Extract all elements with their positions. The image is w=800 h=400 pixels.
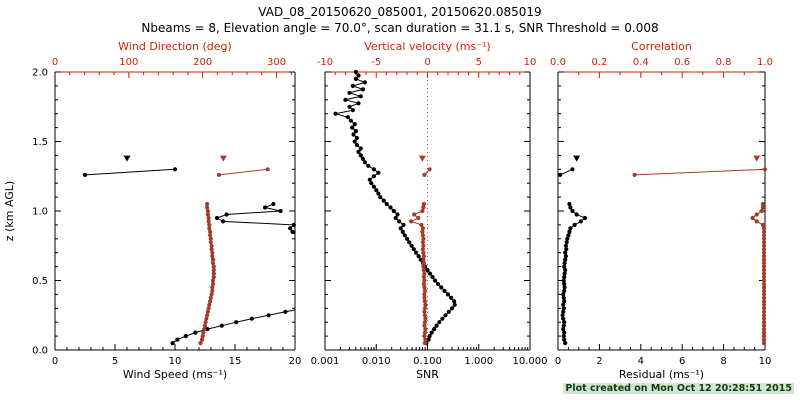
vertical-velocity-cbh-marker (418, 155, 426, 162)
vertical-velocity-profile (409, 201, 428, 346)
tick-label: 2 (596, 356, 602, 367)
residual-panel-top-axis (557, 71, 766, 78)
tick-label: 0.001 (311, 356, 340, 367)
residual-panel-top-label: Correlation (631, 40, 692, 53)
tick-label: 0 (555, 356, 561, 367)
wind-direction-profile (198, 201, 216, 346)
tick-label: 0.4 (633, 57, 649, 68)
wind-speed-upper (82, 167, 178, 177)
tick-label: 1.000 (464, 356, 493, 367)
tick-label: 20 (289, 356, 302, 367)
tick-label: 0.2 (591, 57, 607, 68)
wind-direction-upper (216, 167, 270, 177)
tick-label: 2.0 (32, 68, 48, 79)
residual-panel-bottom-label: Residual (ms⁻¹) (619, 368, 704, 381)
wind-direction-cbh-marker (219, 155, 227, 162)
tick-label: 0.100 (413, 356, 442, 367)
y-axis-label: z (km AGL) (3, 181, 16, 241)
tick-label: 1.5 (32, 137, 48, 148)
tick-label: 0 (424, 57, 430, 68)
snr-panel-y-axis (324, 71, 531, 351)
tick-label: 100 (119, 57, 138, 68)
tick-label: 10 (524, 57, 537, 68)
tick-label: 5 (112, 356, 118, 367)
wind-panel-top-label: Wind Direction (deg) (118, 40, 232, 53)
wind-speed-cbh-marker (123, 155, 131, 162)
snr-panel-top-label: Vertical velocity (ms⁻¹) (364, 40, 490, 53)
correlation-profile (750, 201, 767, 346)
tick-label: 0 (52, 57, 58, 68)
snr-profile (333, 69, 457, 346)
tick-label: 10 (169, 356, 182, 367)
tick-label: 1.0 (757, 57, 773, 68)
wind-panel-top-axis (54, 71, 295, 78)
tick-label: 0.0 (32, 346, 48, 357)
tick-label: -5 (371, 57, 381, 68)
snr-panel: 0.001 0.010 0.100 1.000 10.000 -10 -5 0 5 10 SNR Ve… (311, 40, 548, 381)
correlation-cbh-marker (753, 155, 761, 162)
vertical-velocity-upper (422, 167, 432, 177)
tick-label: 8 (720, 356, 726, 367)
snr-panel-bottom-axis (324, 344, 531, 351)
residual-panel-bottom-axis (557, 344, 766, 351)
wind-panel-y-axis (54, 71, 296, 351)
correlation-upper (632, 167, 768, 177)
snr-panel-top-axis (324, 71, 531, 78)
residual-panel-y-axis (557, 71, 766, 351)
residual-cbh-marker (573, 155, 581, 162)
tick-label: 200 (193, 57, 212, 68)
snr-panel-bottom-label: SNR (416, 368, 439, 381)
tick-label: 0.6 (674, 57, 690, 68)
residual-upper (558, 167, 575, 177)
plot-subtitle: Nbeams = 8, Elevation angle = 70.0°, sca… (141, 21, 659, 35)
tick-label: 6 (679, 356, 685, 367)
tick-label: 0.8 (716, 57, 732, 68)
residual-profile (560, 201, 588, 346)
wind-panel-bottom-label: Wind Speed (ms⁻¹) (123, 368, 227, 381)
wind-speed-profile (170, 201, 296, 346)
tick-label: 0 (52, 356, 58, 367)
wind-panel-bottom-axis (54, 344, 296, 351)
tick-label: 15 (229, 356, 242, 367)
plot-title: VAD_08_20150620_085001, 20150620.085019 (258, 5, 542, 19)
tick-label: 0.010 (362, 356, 391, 367)
tick-label: -10 (317, 57, 333, 68)
tick-label: 0.0 (550, 57, 566, 68)
tick-label: 1.0 (32, 207, 48, 218)
plot-timestamp: Plot created on Mon Oct 12 20:28:51 2015 (563, 383, 794, 394)
tick-label: 0.5 (32, 276, 48, 287)
tick-label: 5 (476, 57, 482, 68)
tick-label: 10 (759, 356, 772, 367)
tick-label: 300 (267, 57, 286, 68)
tick-label: 4 (638, 356, 644, 367)
residual-panel: 0 2 4 6 8 10 0.0 0.2 0.4 0.6 0.8 1.0 Residual (ms⁻¹)… (550, 40, 773, 381)
tick-label: 10.000 (513, 356, 548, 367)
